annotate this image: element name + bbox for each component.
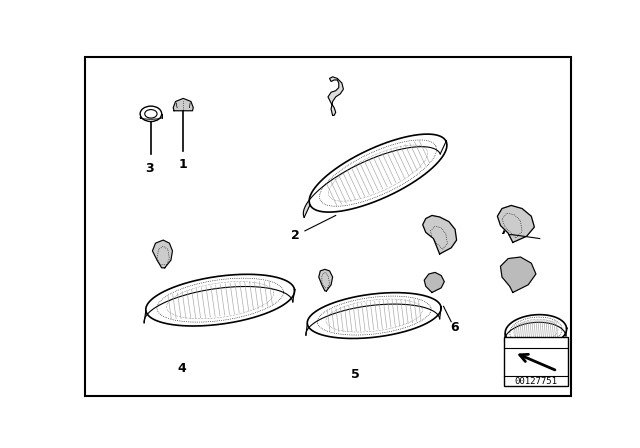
Ellipse shape: [145, 110, 157, 118]
Polygon shape: [173, 99, 193, 111]
Polygon shape: [152, 240, 172, 268]
Text: 3: 3: [145, 162, 154, 175]
Ellipse shape: [140, 106, 162, 121]
Polygon shape: [328, 77, 344, 116]
Text: 00127751: 00127751: [515, 376, 557, 386]
Text: 5: 5: [351, 368, 359, 381]
Bar: [504, 337, 568, 386]
Polygon shape: [307, 293, 441, 339]
Text: 7: 7: [499, 224, 508, 237]
Text: 4: 4: [177, 362, 186, 375]
Text: 2: 2: [291, 229, 300, 242]
Polygon shape: [309, 134, 447, 212]
Polygon shape: [424, 272, 444, 293]
Polygon shape: [505, 314, 566, 347]
Polygon shape: [319, 269, 333, 291]
Polygon shape: [497, 206, 534, 242]
Polygon shape: [144, 274, 294, 323]
Polygon shape: [146, 274, 294, 326]
Polygon shape: [422, 215, 456, 254]
Polygon shape: [504, 314, 566, 341]
Polygon shape: [303, 134, 446, 217]
Text: 6: 6: [451, 321, 460, 334]
Polygon shape: [306, 293, 441, 335]
Text: 1: 1: [179, 159, 188, 172]
Polygon shape: [500, 257, 536, 293]
